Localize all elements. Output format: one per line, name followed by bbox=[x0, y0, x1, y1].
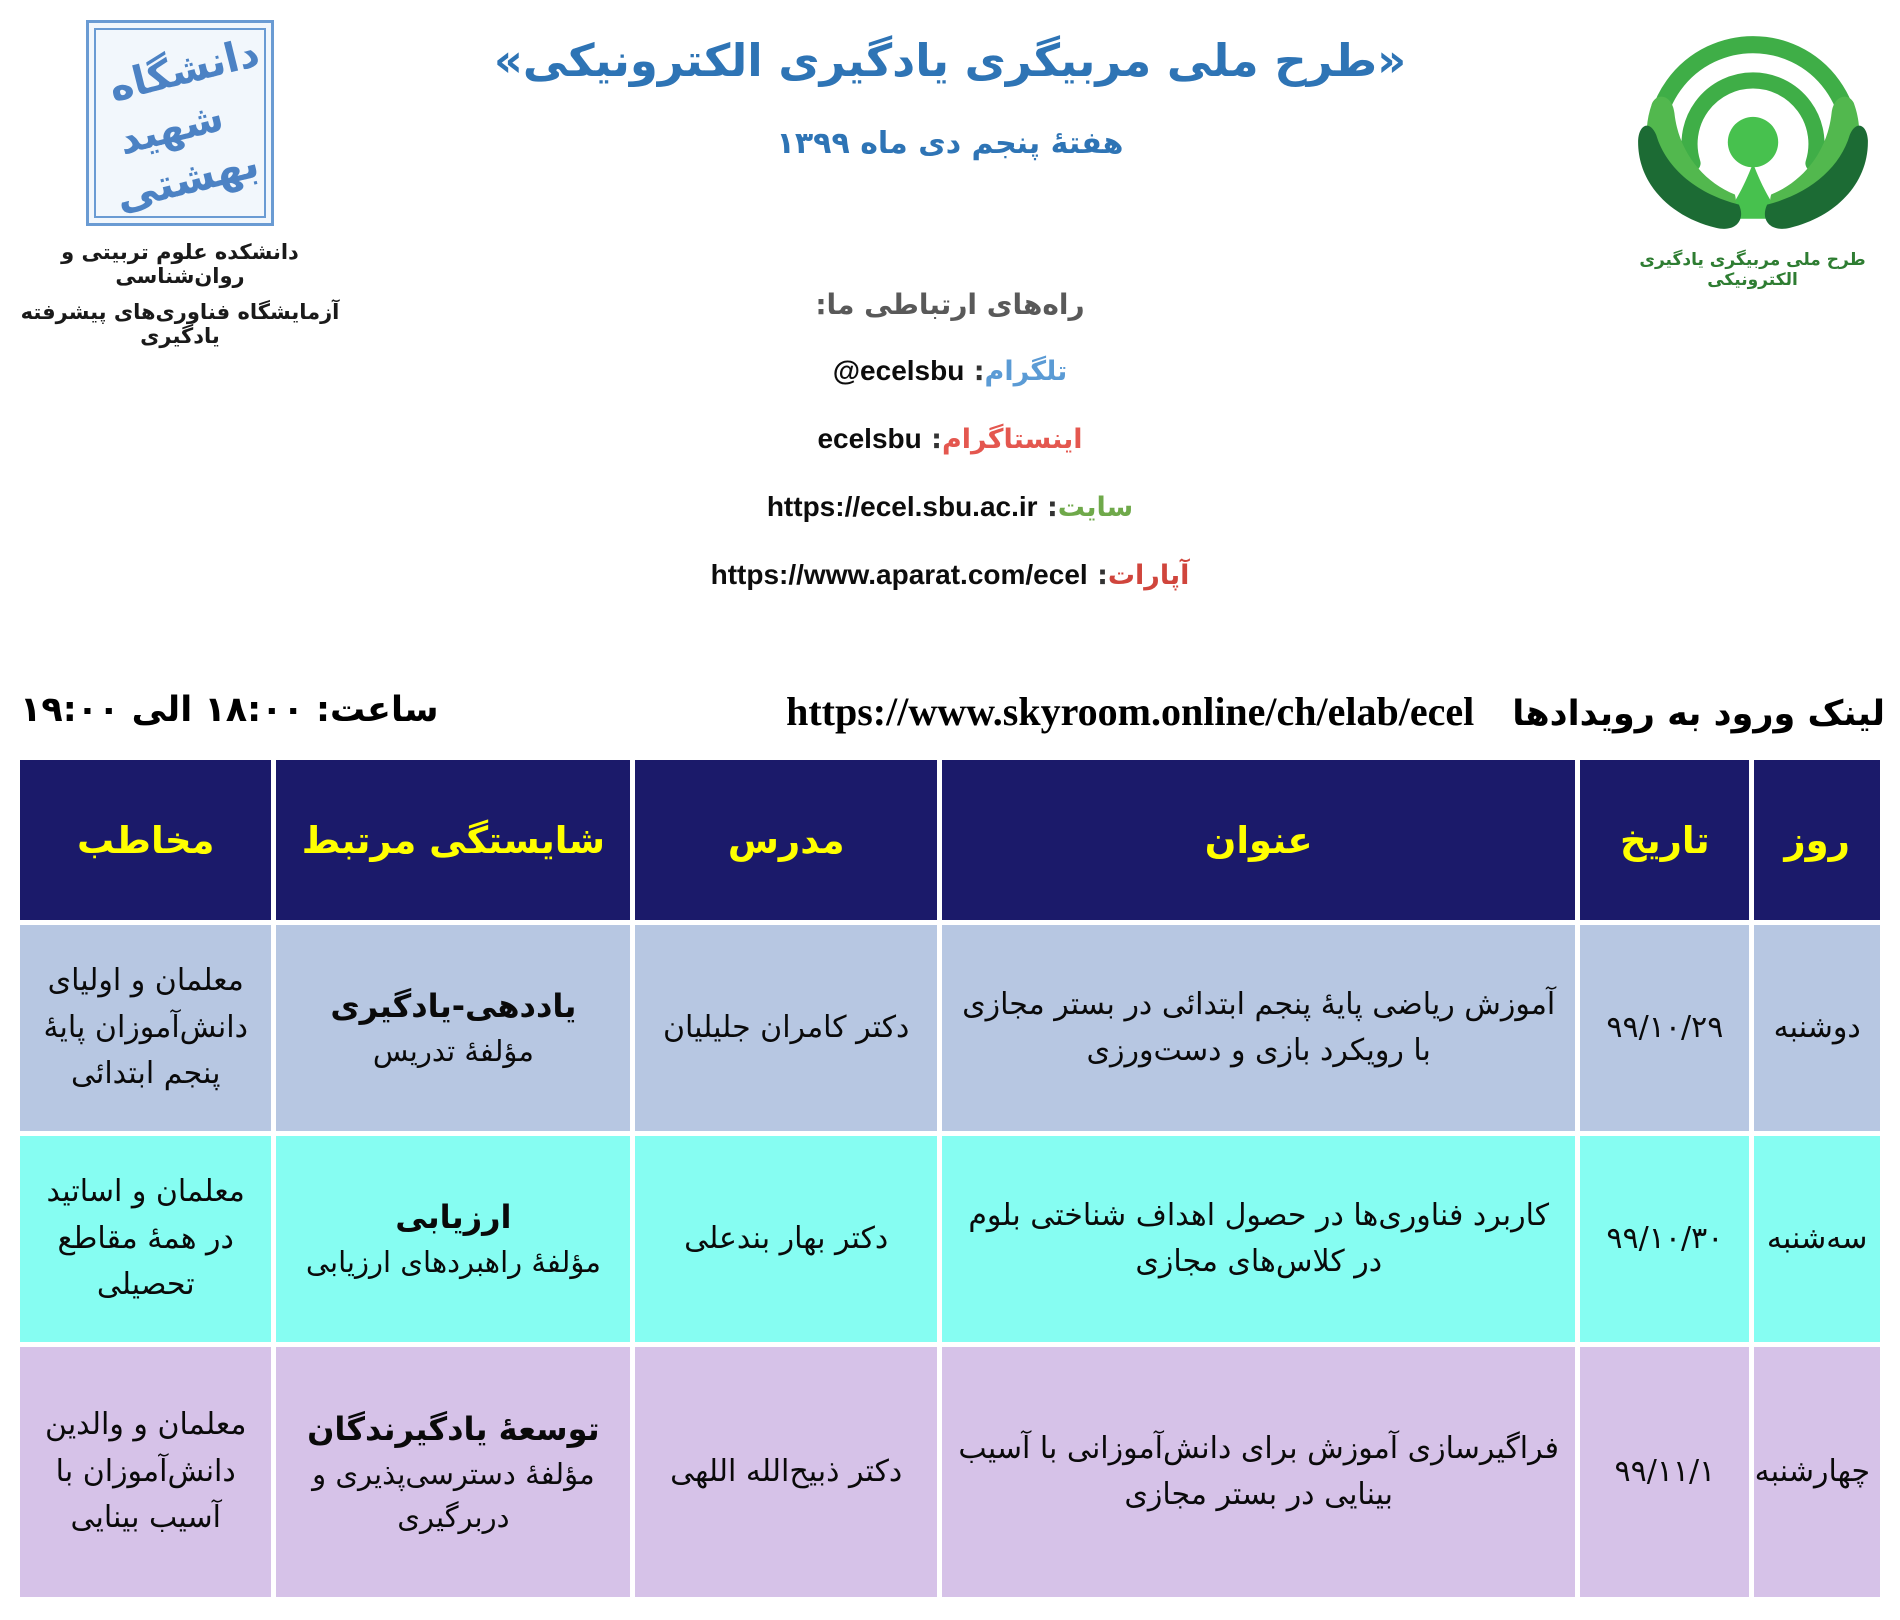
telegram-label: تلگرام bbox=[984, 356, 1068, 387]
skyroom-url[interactable]: https://www.skyroom.online/ch/elab/ecel bbox=[786, 689, 1475, 734]
lab-name: آزمایشگاه فناوری‌های پیشرفته یادگیری bbox=[20, 300, 340, 348]
colon: : bbox=[1087, 560, 1108, 591]
contact-block: راه‌های ارتباطی ما: تلگرام: @ecelsbu این… bbox=[475, 288, 1425, 627]
instagram-label: اینستاگرام bbox=[941, 424, 1083, 455]
cell-date: ۹۹/۱۰/۲۹ bbox=[1580, 925, 1750, 1131]
competency-sub: مؤلفۀ راهبردهای ارزیابی bbox=[305, 1245, 601, 1280]
table-row: دوشنبه ۹۹/۱۰/۲۹ آموزش ریاضی پایۀ پنجم اب… bbox=[20, 925, 1880, 1131]
contact-website: سایت: https://ecel.sbu.ac.ir bbox=[475, 491, 1425, 523]
cell-title: فراگیرسازی آموزش برای دانش‌آموزانی با آس… bbox=[941, 1347, 1576, 1597]
cell-title: کاربرد فناوری‌ها در حصول اهداف شناختی بل… bbox=[941, 1136, 1576, 1342]
colon: : bbox=[964, 356, 985, 387]
cell-title: آموزش ریاضی پایۀ پنجم ابتدائی در بستر مج… bbox=[941, 925, 1576, 1131]
website-url[interactable]: https://ecel.sbu.ac.ir bbox=[766, 491, 1038, 522]
col-header-competency: شایستگی مرتبط bbox=[276, 760, 631, 920]
cell-competency: ارزیابی مؤلفۀ راهبردهای ارزیابی bbox=[276, 1136, 631, 1342]
events-time: ساعت: ۱۸:۰۰ الی ۱۹:۰۰ bbox=[20, 690, 439, 730]
website-label: سایت bbox=[1057, 492, 1134, 523]
project-logo-icon bbox=[1637, 36, 1868, 229]
table-header-row: روز تاریخ عنوان مدرس شایستگی مرتبط مخاطب bbox=[20, 760, 1880, 920]
col-header-title: عنوان bbox=[941, 760, 1576, 920]
competency-sub: مؤلفۀ دسترسی‌پذیری و دربرگیری bbox=[312, 1456, 595, 1535]
colon: : bbox=[921, 424, 942, 455]
competency-main: یاددهی-یادگیری bbox=[330, 987, 577, 1026]
cell-day: دوشنبه bbox=[1754, 925, 1880, 1131]
cell-audience: معلمان و اساتید در همۀ مقاطع تحصیلی bbox=[20, 1136, 272, 1342]
cell-day: سه‌شنبه bbox=[1754, 1136, 1880, 1342]
col-header-instructor: مدرس bbox=[635, 760, 937, 920]
instagram-handle[interactable]: ecelsbu bbox=[817, 423, 922, 454]
aparat-label: آپارات bbox=[1107, 560, 1190, 591]
cell-instructor: دکتر بهار بندعلی bbox=[635, 1136, 937, 1342]
competency-main: ارزیابی bbox=[395, 1198, 512, 1237]
cell-instructor: دکتر کامران جلیلیان bbox=[635, 925, 937, 1131]
contact-telegram: تلگرام: @ecelsbu bbox=[475, 355, 1425, 387]
cell-audience: معلمان و اولیای دانش‌آموزان پایۀ پنجم اب… bbox=[20, 925, 272, 1131]
cell-competency: توسعۀ یادگیرندگان مؤلفۀ دسترسی‌پذیری و د… bbox=[276, 1347, 631, 1597]
contact-aparat: آپارات: https://www.aparat.com/ecel bbox=[475, 559, 1425, 591]
sbu-calligraphy-icon: دانشگاه شهید بهشتی bbox=[104, 30, 264, 216]
table-row: سه‌شنبه ۹۹/۱۰/۳۰ کاربرد فناوری‌ها در حصو… bbox=[20, 1136, 1880, 1342]
telegram-handle[interactable]: @ecelsbu bbox=[832, 355, 965, 386]
events-link-label: لینک ورود به رویدادها bbox=[1512, 694, 1885, 734]
page-subtitle: هفتۀ پنجم دی ماه ۱۳۹۹ bbox=[776, 126, 1124, 161]
competency-main: توسعۀ یادگیرندگان bbox=[307, 1409, 600, 1448]
contact-instagram: اینستاگرام: ecelsbu bbox=[475, 423, 1425, 455]
colon: : bbox=[1037, 492, 1058, 523]
sbu-logo-frame: دانشگاه شهید بهشتی bbox=[94, 28, 266, 218]
faculty-name: دانشکده علوم تربیتی و روان‌شناسی bbox=[61, 240, 299, 288]
events-link-row: لینک ورود به رویدادها https://www.skyroo… bbox=[15, 688, 1885, 742]
university-block: دانشگاه شهید بهشتی دانشکده علوم تربیتی و… bbox=[0, 0, 360, 348]
col-header-date: تاریخ bbox=[1580, 760, 1750, 920]
sbu-university-logo-icon: دانشگاه شهید بهشتی bbox=[86, 20, 274, 226]
schedule-table: روز تاریخ عنوان مدرس شایستگی مرتبط مخاطب… bbox=[15, 755, 1885, 1602]
col-header-day: روز bbox=[1754, 760, 1880, 920]
cell-date: ۹۹/۱۰/۳۰ bbox=[1580, 1136, 1750, 1342]
contact-heading: راه‌های ارتباطی ما: bbox=[815, 288, 1085, 321]
project-logo-caption: طرح ملی مربیگری یادگیری الکترونیکی bbox=[1639, 250, 1866, 290]
cell-day: چهارشنبه bbox=[1754, 1347, 1880, 1597]
table-row: چهارشنبه ۹۹/۱۱/۱ فراگیرسازی آموزش برای د… bbox=[20, 1347, 1880, 1597]
page-title: «طرح ملی مربیگری یادگیری الکترونیکی» bbox=[493, 34, 1407, 87]
cell-instructor: دکتر ذبیح‌الله اللهی bbox=[635, 1347, 937, 1597]
events-link-group: لینک ورود به رویدادها https://www.skyroo… bbox=[786, 688, 1885, 735]
cell-audience: معلمان و والدین دانش‌آموزان با آسیب بینا… bbox=[20, 1347, 272, 1597]
col-header-audience: مخاطب bbox=[20, 760, 272, 920]
cell-competency: یاددهی-یادگیری مؤلفۀ تدریس bbox=[276, 925, 631, 1131]
cell-date: ۹۹/۱۱/۱ bbox=[1580, 1347, 1750, 1597]
project-logo-block: طرح ملی مربیگری یادگیری الکترونیکی bbox=[1610, 12, 1895, 290]
aparat-url[interactable]: https://www.aparat.com/ecel bbox=[710, 559, 1088, 590]
competency-sub: مؤلفۀ تدریس bbox=[372, 1034, 534, 1069]
